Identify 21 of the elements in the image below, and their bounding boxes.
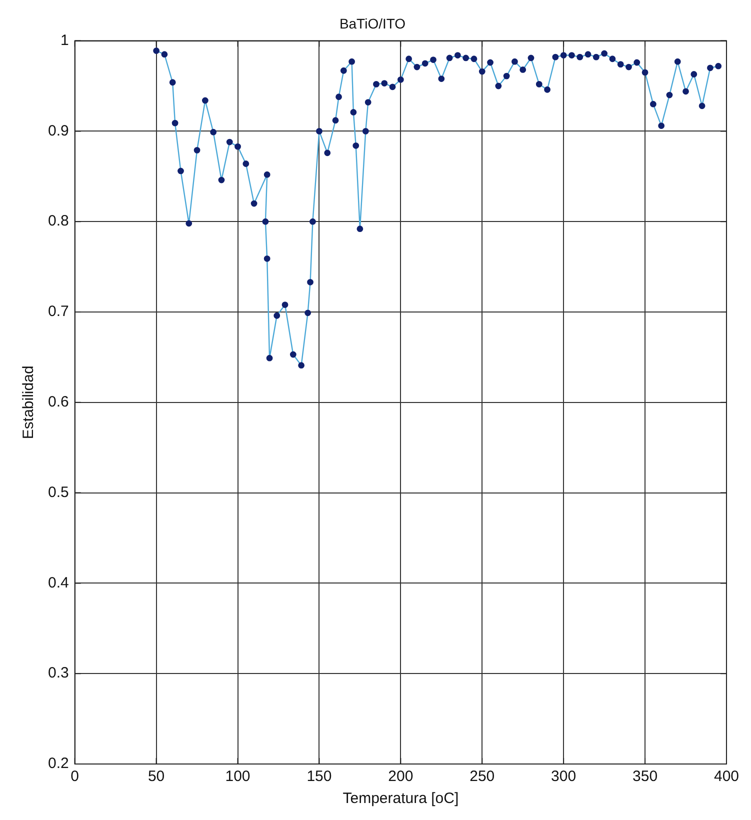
x-tick-label: 400: [714, 768, 739, 786]
x-tick-label: 350: [632, 768, 658, 786]
y-tick-label: 0.3: [48, 664, 69, 682]
x-tick-label: 50: [148, 768, 165, 786]
y-tick-label: 0.9: [48, 122, 69, 140]
chart-title: BaTiO/ITO: [339, 15, 406, 32]
y-tick-label: 1: [60, 32, 69, 49]
x-tick-label: 150: [306, 768, 332, 786]
x-tick-label: 300: [551, 768, 576, 786]
y-tick-label: 0.2: [48, 755, 69, 772]
x-tick-label: 100: [225, 768, 250, 786]
x-axis-title: Temperatura [oC]: [342, 790, 459, 808]
y-tick-label: 0.4: [48, 574, 69, 592]
y-tick-label: 0.8: [48, 212, 69, 230]
x-tick-label: 200: [388, 768, 414, 786]
y-tick-label: 0.5: [48, 484, 69, 501]
y-tick-label: 0.6: [48, 394, 69, 411]
y-axis-title: Estabilidad: [20, 366, 38, 440]
y-tick-label: 0.7: [48, 303, 69, 320]
x-tick-label: 0: [70, 768, 80, 786]
x-tick-label: 250: [470, 768, 495, 786]
